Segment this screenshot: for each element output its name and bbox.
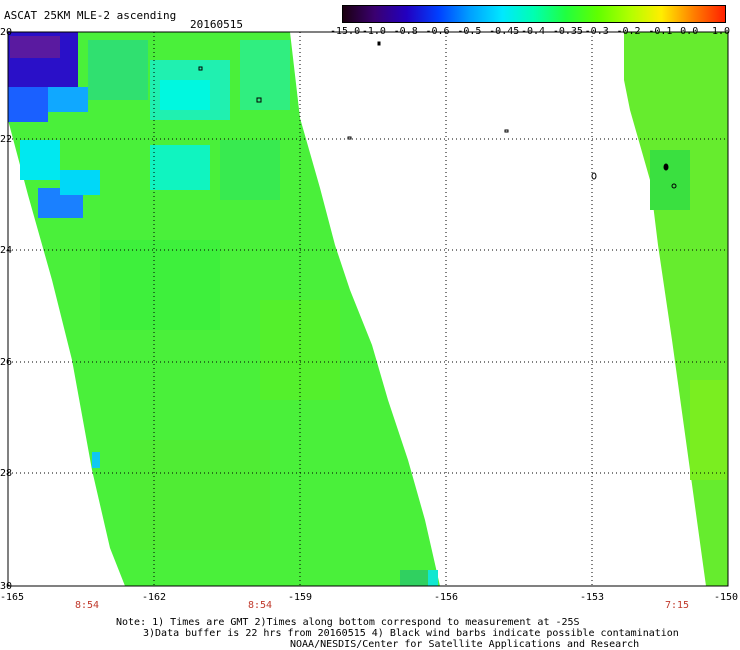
colorbar-label: -15.0 xyxy=(330,26,361,37)
data-patch xyxy=(48,87,88,112)
longitude-label: -156 xyxy=(434,592,459,603)
data-patch xyxy=(8,87,48,122)
data-patch xyxy=(60,170,100,195)
colorbar-label: 1.0 xyxy=(712,26,731,37)
colorbar-label: -1.0 xyxy=(361,26,386,37)
colorbar-label: -0.5 xyxy=(457,26,482,37)
data-patch xyxy=(220,140,280,200)
colorbar-label: 0.0 xyxy=(680,26,699,37)
island-outlines xyxy=(198,41,677,189)
note-line-1: Note: 1) Times are GMT 2)Times along bot… xyxy=(116,617,580,628)
longitude-label: -165 xyxy=(0,592,25,603)
note-line-2: 3)Data buffer is 22 hrs from 20160515 4)… xyxy=(143,628,679,639)
data-patch xyxy=(240,40,290,110)
time-label: 7:15 xyxy=(665,600,690,611)
data-patch xyxy=(10,36,60,58)
data-patch xyxy=(20,140,60,180)
colorbar-label: -0.8 xyxy=(393,26,418,37)
data-patch xyxy=(650,150,690,210)
colorbar-label: -0.4 xyxy=(521,26,546,37)
colorbar-label: -0.2 xyxy=(616,26,641,37)
data-patch xyxy=(130,440,270,550)
latitude-label: -28 xyxy=(0,468,12,479)
longitude-label: -150 xyxy=(714,592,739,603)
latitude-label: -22 xyxy=(0,134,12,145)
data-patch xyxy=(92,452,100,468)
colorbar-label: -0.1 xyxy=(648,26,673,37)
data-patch xyxy=(160,80,210,110)
latitude-label: -30 xyxy=(0,581,12,592)
note-line-3: NOAA/NESDIS/Center for Satellite Applica… xyxy=(290,639,640,650)
map-frame xyxy=(7,31,729,587)
data-patch xyxy=(100,240,220,330)
data-patch xyxy=(428,570,438,586)
time-label: 8:54 xyxy=(248,600,273,611)
colorbar-label: -0.35 xyxy=(552,26,583,37)
map-date: 20160515 xyxy=(190,18,243,31)
longitude-label: -159 xyxy=(288,592,313,603)
color-scale-bar xyxy=(342,5,726,23)
longitude-label: -162 xyxy=(142,592,167,603)
swath-data xyxy=(8,32,728,586)
longitude-label: -153 xyxy=(580,592,605,603)
data-patch xyxy=(690,380,728,480)
latitude-label: -20 xyxy=(0,27,12,38)
data-patch xyxy=(400,570,430,586)
colorbar-label: -0.3 xyxy=(584,26,609,37)
right-swath xyxy=(624,32,728,586)
data-patch xyxy=(150,145,210,190)
colorbar-label: -0.45 xyxy=(489,26,520,37)
colorbar-label: -0.6 xyxy=(425,26,450,37)
data-patch xyxy=(88,40,148,100)
map-title: ASCAT 25KM MLE-2 ascending xyxy=(4,9,177,22)
left-swath xyxy=(8,32,440,586)
latitude-label: -24 xyxy=(0,245,12,256)
time-label: 8:54 xyxy=(75,600,100,611)
latitude-label: -26 xyxy=(0,357,12,368)
